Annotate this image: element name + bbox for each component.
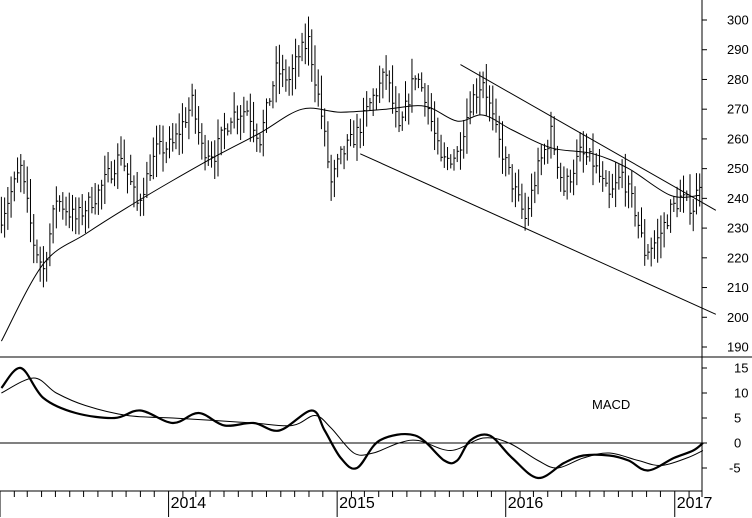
price-y-tick-label: 210	[727, 280, 749, 295]
macd-y-tick-label: 15	[734, 361, 748, 376]
price-y-tick-label: 280	[727, 72, 749, 87]
macd-signal-line	[1, 377, 704, 469]
macd-panel	[0, 366, 704, 480]
macd-label: MACD	[592, 397, 630, 412]
macd-line	[0, 366, 704, 480]
price-y-tick-label: 220	[727, 250, 749, 265]
price-y-tick-label: 270	[727, 102, 749, 117]
macd-y-tick-label: 10	[734, 386, 748, 401]
price-y-tick-label: 250	[727, 161, 749, 176]
moving-average-line	[0, 105, 700, 342]
year-label: 2015	[339, 495, 375, 512]
price-y-tick-label: 300	[727, 13, 749, 28]
price-y-tick-label: 230	[727, 221, 749, 236]
lower-trend-line	[360, 153, 717, 315]
price-y-tick-label: 190	[727, 340, 749, 355]
macd-y-tick-label: 5	[734, 411, 741, 426]
macd-y-tick-label: 0	[734, 436, 741, 451]
price-y-tick-label: 200	[727, 310, 749, 325]
year-label: 2017	[677, 495, 713, 512]
year-label: 2016	[508, 495, 544, 512]
price-y-tick-label: 290	[727, 42, 749, 57]
price-panel	[0, 16, 717, 342]
price-y-tick-label: 260	[727, 131, 749, 146]
price-y-tick-label: 240	[727, 191, 749, 206]
macd-y-tick-label: -5	[729, 461, 741, 476]
year-label: 2014	[171, 495, 207, 512]
upper-trend-line	[460, 64, 717, 211]
